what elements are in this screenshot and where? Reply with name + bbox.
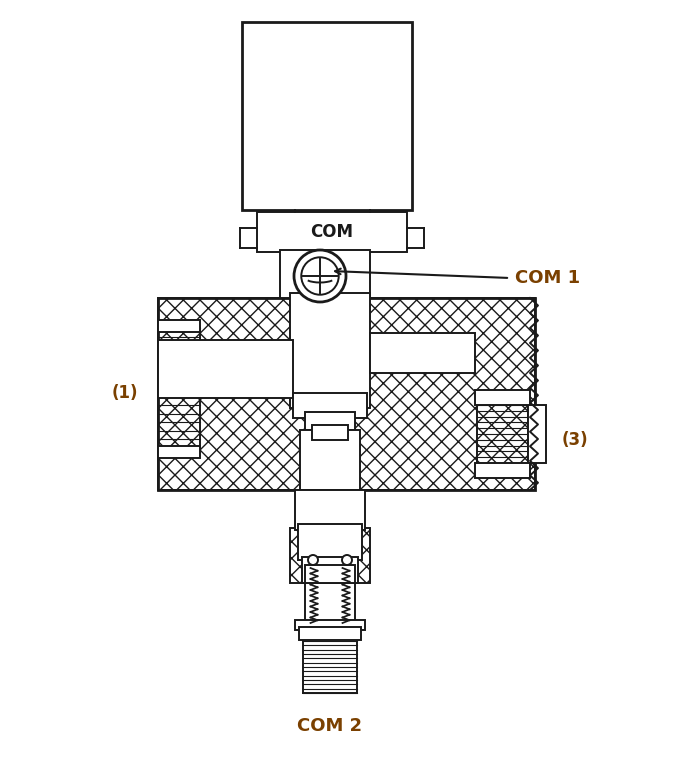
Bar <box>158 298 535 490</box>
Bar <box>305 412 355 430</box>
Text: (3): (3) <box>562 431 588 449</box>
Circle shape <box>301 258 338 295</box>
Text: COM: COM <box>311 223 353 241</box>
Circle shape <box>294 250 346 302</box>
Text: COM 2: COM 2 <box>298 717 362 735</box>
Bar <box>290 293 370 408</box>
Bar <box>370 333 475 373</box>
Bar <box>290 528 370 583</box>
Bar <box>158 320 200 332</box>
Bar <box>280 250 370 298</box>
Bar <box>242 22 412 210</box>
Bar <box>158 298 535 490</box>
Circle shape <box>342 555 352 565</box>
Bar <box>298 524 362 560</box>
Text: COM 1: COM 1 <box>515 269 580 287</box>
Bar <box>293 393 367 418</box>
Bar <box>257 212 407 252</box>
Bar <box>158 446 200 458</box>
Bar <box>475 463 530 478</box>
Bar <box>302 557 358 583</box>
Bar <box>305 565 355 630</box>
Text: (1): (1) <box>112 384 138 402</box>
Bar <box>295 620 365 630</box>
Bar <box>158 340 293 398</box>
Bar <box>312 425 348 440</box>
Circle shape <box>308 555 318 565</box>
Bar <box>300 430 360 490</box>
Bar <box>528 405 546 463</box>
Bar <box>299 627 361 640</box>
Bar <box>475 390 530 405</box>
Bar <box>295 490 365 530</box>
